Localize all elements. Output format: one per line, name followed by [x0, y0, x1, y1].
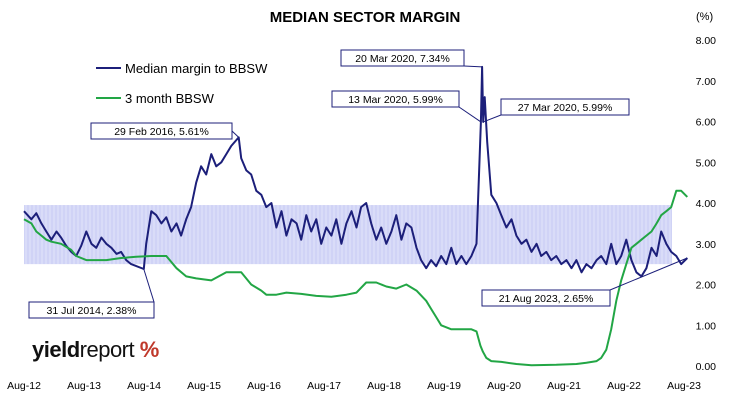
callout-leader [458, 106, 482, 123]
callout-leader [463, 65, 483, 68]
y-tick-label: 1.00 [696, 320, 717, 332]
x-tick-label: Aug-21 [547, 380, 581, 392]
callout-label: 31 Jul 2014, 2.38% [47, 305, 137, 317]
x-tick-label: Aug-15 [187, 380, 221, 392]
logo-text-bold: yield [32, 337, 80, 362]
callout-box [340, 49, 465, 67]
series-line-median-margin [23, 65, 689, 278]
x-tick-label: Aug-23 [667, 380, 701, 392]
callout-leader [231, 130, 240, 138]
shaded-band [24, 205, 672, 265]
x-tick-label: Aug-13 [67, 380, 101, 392]
y-tick-label: 5.00 [696, 157, 717, 169]
callout-box [90, 122, 233, 140]
annotation-callout: 31 Jul 2014, 2.38% [28, 268, 155, 319]
x-tick-label: Aug-20 [487, 380, 521, 392]
annotation-callout: 20 Mar 2020, 7.34% [340, 49, 483, 68]
annotation-callout: 13 Mar 2020, 5.99% [331, 90, 482, 123]
callout-box [331, 90, 460, 108]
callout-label: 27 Mar 2020, 5.99% [518, 102, 613, 114]
callout-box [28, 301, 155, 319]
x-tick-label: Aug-16 [247, 380, 281, 392]
y-tick-label: 2.00 [696, 280, 717, 292]
annotation-callout: 27 Mar 2020, 5.99% [483, 98, 630, 123]
logo-text-light: report [79, 337, 135, 362]
callout-label: 29 Feb 2016, 5.61% [114, 126, 209, 138]
x-tick-label: Aug-22 [607, 380, 641, 392]
callout-box [500, 98, 630, 116]
annotation-callout: 21 Aug 2023, 2.65% [481, 257, 688, 307]
callout-label: 21 Aug 2023, 2.65% [499, 293, 594, 305]
shaded-band-fill [24, 205, 672, 265]
legend-label: 3 month BBSW [125, 91, 215, 106]
callout-box [481, 289, 611, 307]
yieldreport-logo: yieldreport % [32, 337, 159, 363]
y-tick-label: 6.00 [696, 117, 717, 129]
x-tick-label: Aug-12 [7, 380, 41, 392]
x-tick-label: Aug-14 [127, 380, 161, 392]
callout-label: 13 Mar 2020, 5.99% [348, 94, 443, 106]
series-line-bbsw [23, 189, 689, 367]
annotation-callout: 29 Feb 2016, 5.61% [90, 122, 240, 140]
x-tick-label: Aug-18 [367, 380, 401, 392]
callout-leader [483, 114, 502, 123]
y-tick-label: 0.00 [696, 361, 717, 373]
callout-leader [609, 257, 688, 291]
x-tick-label: Aug-17 [307, 380, 341, 392]
y-tick-label: 4.00 [696, 198, 717, 210]
legend-label: Median margin to BBSW [125, 61, 268, 76]
y-tick-label: 3.00 [696, 239, 717, 251]
y-tick-label: 8.00 [696, 35, 717, 47]
y-axis-unit: (%) [696, 11, 714, 23]
y-tick-label: 7.00 [696, 76, 717, 88]
chart-title: MEDIAN SECTOR MARGIN [269, 9, 461, 26]
logo-percent-symbol: % [139, 337, 160, 362]
x-tick-label: Aug-19 [427, 380, 461, 392]
callout-leader [143, 268, 155, 303]
callout-label: 20 Mar 2020, 7.34% [355, 53, 450, 65]
